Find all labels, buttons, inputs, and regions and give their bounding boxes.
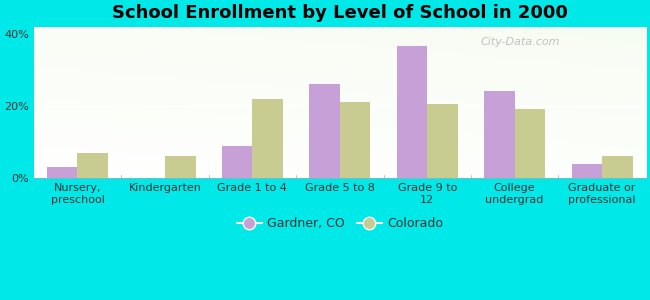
Text: City-Data.com: City-Data.com [480,37,560,47]
Bar [47,167,77,178]
Legend: Gardner, CO, Colorado: Gardner, CO, Colorado [231,212,448,236]
Bar [484,92,515,178]
Bar [602,156,632,178]
Bar [396,46,427,178]
Bar [77,153,108,178]
Bar [427,104,458,178]
Bar [571,164,602,178]
Bar [252,99,283,178]
Bar [309,84,340,178]
Title: School Enrollment by Level of School in 2000: School Enrollment by Level of School in … [112,4,567,22]
Bar [222,146,252,178]
Bar [165,156,196,178]
Bar [340,102,370,178]
Bar [515,110,545,178]
